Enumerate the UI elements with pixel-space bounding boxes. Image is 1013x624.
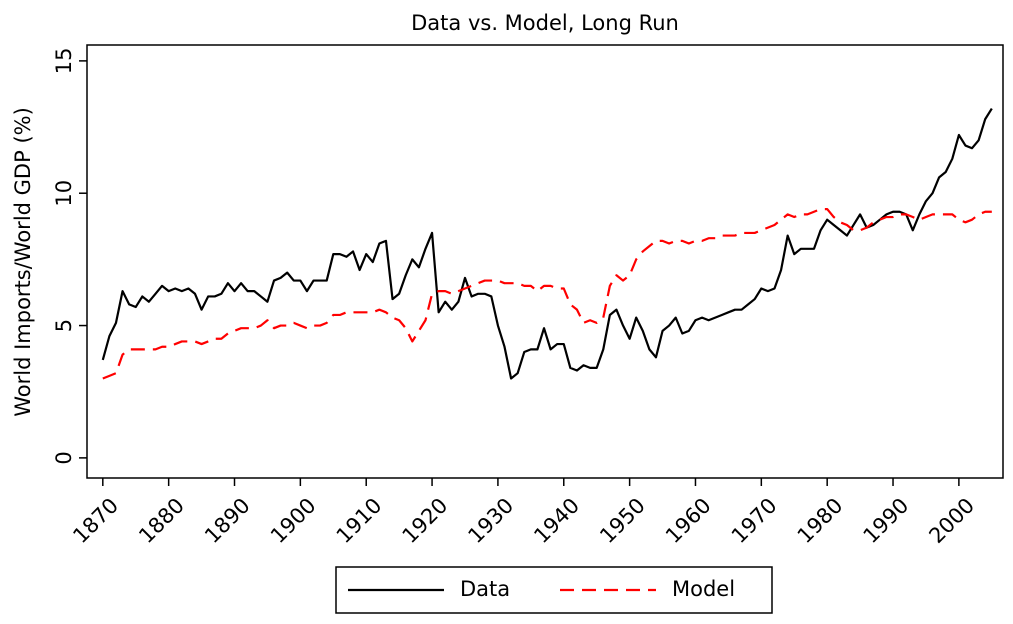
plot-frame (86, 44, 1004, 479)
x-tick-label: 1980 (793, 493, 848, 548)
x-tick-label: 1910 (332, 493, 387, 548)
legend-label: Data (460, 577, 510, 601)
legend-label: Model (672, 577, 735, 601)
y-tick-label: 0 (52, 451, 76, 464)
x-tick-label: 1960 (661, 493, 716, 548)
x-tick-label: 1970 (727, 493, 782, 548)
x-tick-label: 1990 (859, 493, 914, 548)
y-tick-label: 5 (52, 319, 76, 332)
data-line (101, 107, 993, 380)
x-tick-label: 1880 (134, 493, 189, 548)
x-tick-label: 1870 (68, 493, 123, 548)
legend-box (335, 566, 773, 614)
data-line (102, 208, 992, 380)
x-tick-label: 1950 (595, 493, 650, 548)
x-tick-label: 1890 (200, 493, 255, 548)
x-tick-label: 1900 (266, 493, 321, 548)
x-tick-label: 1940 (529, 493, 584, 548)
y-axis-title: World Imports/World GDP (%) (11, 107, 35, 417)
x-tick-label: 1920 (398, 493, 453, 548)
y-tick-label: 15 (52, 48, 76, 75)
x-tick-label: 1930 (463, 493, 518, 548)
chart-title: Data vs. Model, Long Run (411, 11, 679, 35)
y-tick-label: 10 (52, 180, 76, 207)
x-tick-label: 2000 (924, 493, 979, 548)
